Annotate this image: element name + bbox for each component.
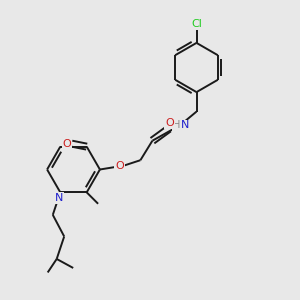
Text: N: N — [55, 193, 64, 203]
Text: Cl: Cl — [191, 19, 202, 29]
Text: O: O — [115, 160, 124, 171]
Text: O: O — [165, 118, 174, 128]
Text: H: H — [173, 120, 180, 130]
Text: N: N — [181, 120, 189, 130]
Text: O: O — [62, 139, 71, 148]
